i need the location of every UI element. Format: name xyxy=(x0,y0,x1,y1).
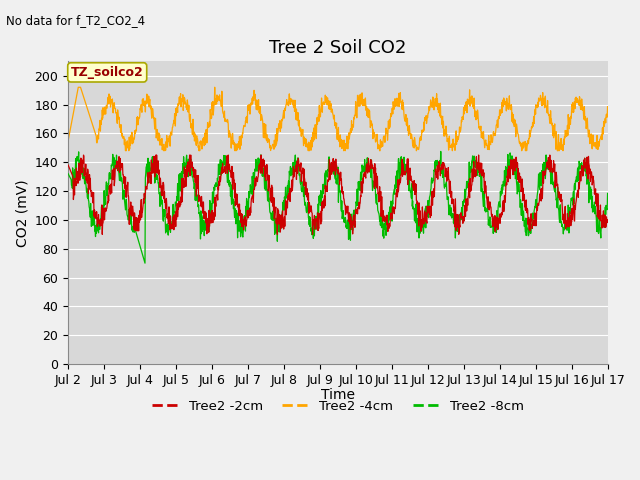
Y-axis label: CO2 (mV): CO2 (mV) xyxy=(15,179,29,247)
Legend: Tree2 -2cm, Tree2 -4cm, Tree2 -8cm: Tree2 -2cm, Tree2 -4cm, Tree2 -8cm xyxy=(147,395,529,418)
Title: Tree 2 Soil CO2: Tree 2 Soil CO2 xyxy=(269,39,406,57)
Text: TZ_soilco2: TZ_soilco2 xyxy=(71,66,143,79)
X-axis label: Time: Time xyxy=(321,388,355,402)
Text: No data for f_T2_CO2_4: No data for f_T2_CO2_4 xyxy=(6,14,145,27)
